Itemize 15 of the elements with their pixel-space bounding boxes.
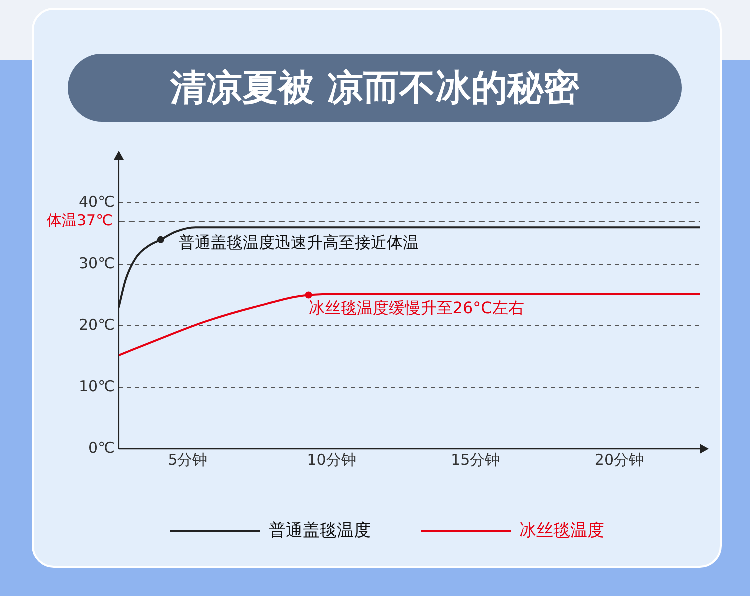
x-tick-label: 5分钟 bbox=[168, 450, 208, 469]
chart-title: 清凉夏被 凉而不冰的秘密 bbox=[68, 54, 682, 122]
y-tick-label: 0℃ bbox=[88, 438, 115, 457]
y-tick-label: 10℃ bbox=[78, 377, 115, 396]
ref-line-label: 体温37℃ bbox=[46, 211, 113, 230]
y-tick-label: 30℃ bbox=[78, 254, 115, 272]
x-tick-label: 20分钟 bbox=[594, 450, 644, 469]
y-tick-label: 20℃ bbox=[78, 316, 115, 334]
annotation: 冰丝毯温度缓慢升至26°C左右 bbox=[308, 298, 524, 318]
y-tick-label: 40℃ bbox=[78, 192, 115, 211]
text: 冰丝毯温度 bbox=[520, 520, 604, 541]
x-tick-label: 15分钟 bbox=[451, 450, 500, 469]
text: 普通盖毯温度 bbox=[269, 520, 371, 541]
x-tick-label: 10分钟 bbox=[307, 450, 356, 469]
annotation: 普通盖毯温度迅速升高至接近体温 bbox=[178, 233, 419, 252]
